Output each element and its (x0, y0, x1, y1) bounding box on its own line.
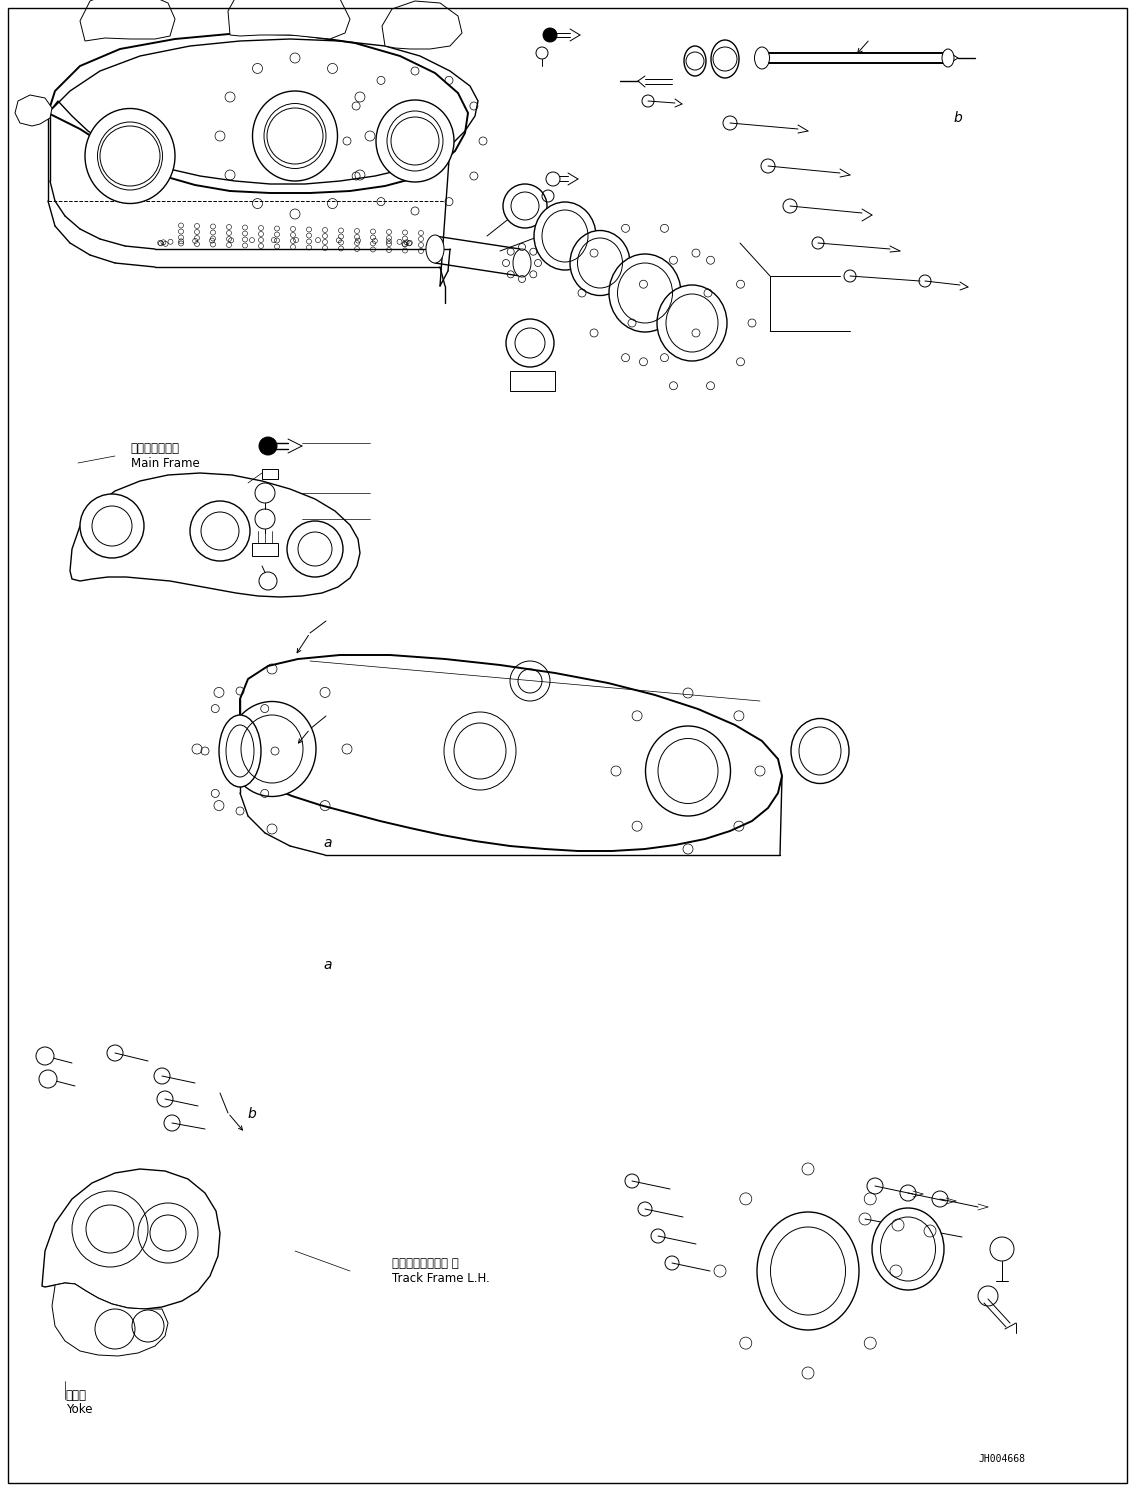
Polygon shape (48, 33, 468, 192)
Ellipse shape (426, 236, 444, 262)
Text: b: b (953, 112, 962, 125)
Circle shape (287, 520, 343, 577)
Circle shape (503, 183, 547, 228)
Ellipse shape (533, 201, 596, 270)
Text: JH004668: JH004668 (978, 1454, 1025, 1464)
Ellipse shape (228, 701, 316, 796)
Text: メインフレーム: メインフレーム (131, 441, 179, 455)
Ellipse shape (252, 91, 337, 180)
Circle shape (39, 1071, 57, 1088)
Polygon shape (15, 95, 52, 127)
Ellipse shape (942, 49, 955, 67)
Polygon shape (79, 0, 175, 40)
Ellipse shape (376, 100, 454, 182)
Circle shape (543, 28, 557, 42)
Polygon shape (236, 655, 782, 851)
Text: トラックフレーム 左: トラックフレーム 左 (392, 1257, 459, 1270)
Text: Yoke: Yoke (66, 1403, 92, 1416)
Circle shape (36, 1047, 54, 1065)
Ellipse shape (444, 713, 516, 790)
Polygon shape (252, 543, 278, 556)
Polygon shape (228, 0, 350, 39)
Text: a: a (323, 959, 331, 972)
Text: Main Frame: Main Frame (131, 456, 200, 470)
Circle shape (259, 437, 277, 455)
Polygon shape (262, 470, 278, 479)
Ellipse shape (609, 253, 681, 332)
Ellipse shape (657, 285, 728, 361)
Text: ヨーク: ヨーク (66, 1388, 87, 1402)
Polygon shape (510, 371, 555, 391)
Ellipse shape (646, 726, 731, 816)
Polygon shape (42, 1169, 220, 1309)
Ellipse shape (755, 48, 770, 69)
Ellipse shape (684, 46, 706, 76)
Circle shape (546, 171, 560, 186)
Polygon shape (382, 1, 462, 49)
Ellipse shape (711, 40, 739, 78)
Ellipse shape (872, 1208, 944, 1290)
Circle shape (190, 501, 250, 561)
Ellipse shape (791, 719, 849, 783)
Ellipse shape (570, 231, 630, 295)
Polygon shape (70, 473, 360, 596)
Circle shape (79, 494, 144, 558)
Ellipse shape (85, 109, 175, 203)
Circle shape (259, 573, 277, 590)
Ellipse shape (513, 249, 531, 277)
Polygon shape (52, 1282, 168, 1355)
Text: Track Frame L.H.: Track Frame L.H. (392, 1272, 489, 1285)
Text: b: b (247, 1108, 257, 1121)
Ellipse shape (219, 716, 261, 787)
Ellipse shape (757, 1212, 859, 1330)
Text: a: a (323, 836, 331, 850)
Circle shape (506, 319, 554, 367)
